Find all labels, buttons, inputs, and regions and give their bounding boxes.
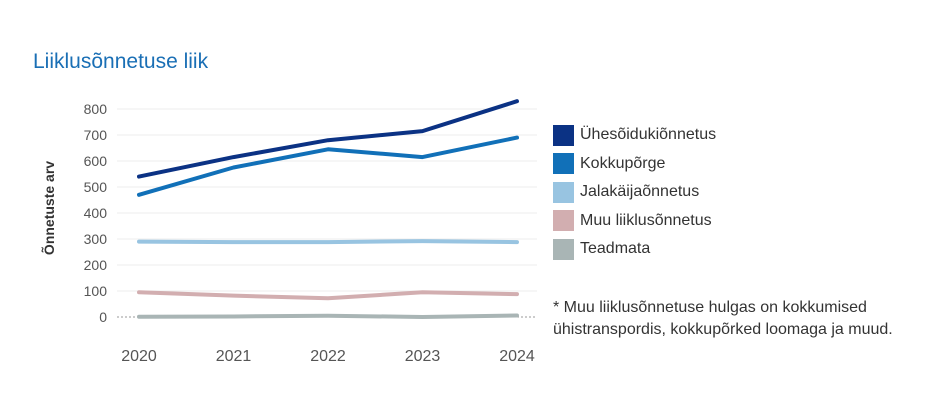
x-tick-label: 2021 <box>216 348 252 365</box>
legend-label: Kokkupõrge <box>580 154 666 172</box>
legend-swatch <box>553 210 574 232</box>
legend-item: Muu liiklusõnnetus <box>553 207 716 236</box>
y-tick-label: 500 <box>84 179 108 195</box>
x-axis-tick-labels: 2020 2021 2022 2023 2024 <box>121 348 535 365</box>
legend-label: Jalakäijaõnnetus <box>580 183 700 201</box>
y-axis-tick-labels: 0 100 200 300 400 500 600 700 800 <box>84 101 108 325</box>
series-line <box>137 290 519 301</box>
y-tick-label: 200 <box>84 257 108 273</box>
y-tick-label: 400 <box>84 205 108 221</box>
y-tick-label: 700 <box>84 127 108 143</box>
legend-label: Teadmata <box>580 240 651 258</box>
legend-item: Kokkupõrge <box>553 150 716 179</box>
legend-swatch <box>553 124 574 146</box>
series-line <box>137 239 519 245</box>
y-tick-label: 100 <box>84 283 108 299</box>
series-line <box>137 313 519 319</box>
x-tick-label: 2020 <box>121 348 157 365</box>
legend-item: Ühesõidukiõnnetus <box>553 121 716 150</box>
series-line <box>137 135 519 197</box>
chart-title: Liiklusõnnetuse liik <box>33 50 209 73</box>
x-tick-label: 2023 <box>405 348 441 365</box>
series-line <box>137 99 519 179</box>
y-tick-label: 800 <box>84 101 108 117</box>
x-tick-label: 2024 <box>499 348 535 365</box>
y-tick-label: 0 <box>99 309 107 325</box>
footnote: * Muu liiklusõnnetuse hulgas on kokkumis… <box>553 299 893 338</box>
series-lines <box>137 99 519 319</box>
x-tick-label: 2022 <box>310 348 346 365</box>
legend-item: Teadmata <box>553 235 716 264</box>
legend-label: Ühesõidukiõnnetus <box>580 126 717 144</box>
legend: Ühesõidukiõnnetus Kokkupõrge Jalakäijaõnne… <box>553 121 716 264</box>
legend-swatch <box>553 153 574 175</box>
y-tick-label: 300 <box>84 231 108 247</box>
y-tick-label: 600 <box>84 153 108 169</box>
legend-item: Jalakäijaõnnetus <box>553 178 716 207</box>
y-axis-label: Õnnetuste arv <box>40 161 57 255</box>
legend-label: Muu liiklusõnnetus <box>580 211 712 229</box>
legend-swatch <box>553 238 574 260</box>
legend-swatch <box>553 181 574 203</box>
